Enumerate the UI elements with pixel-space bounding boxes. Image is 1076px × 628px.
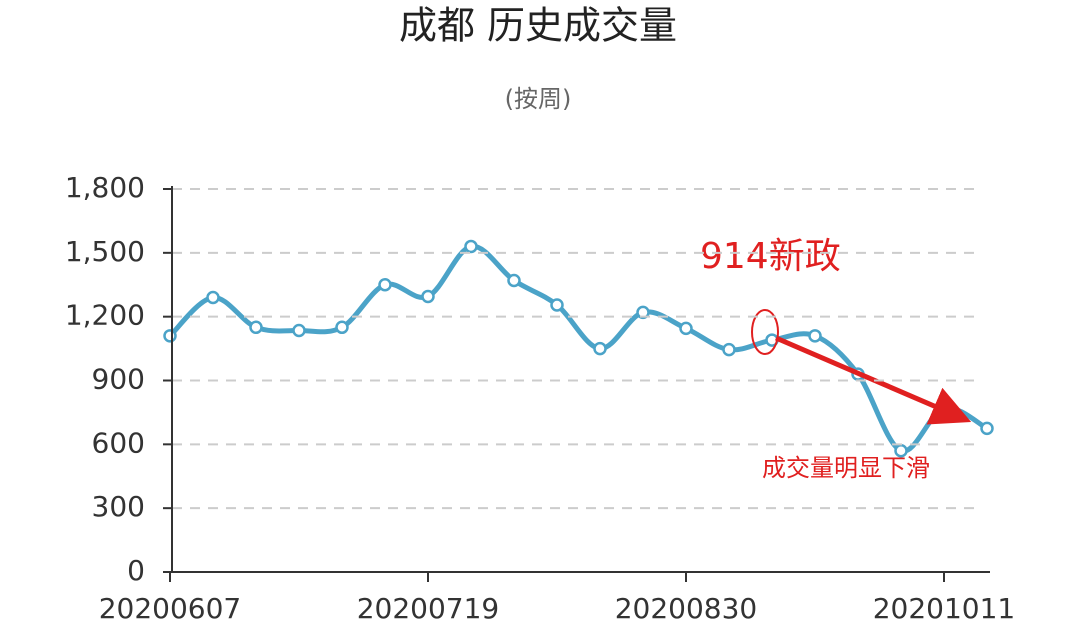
x-tick-label: 20200719 (357, 592, 500, 625)
data-point (421, 289, 435, 304)
y-tick-label: 1,200 (65, 299, 145, 332)
data-point (507, 273, 521, 288)
data-point (636, 305, 650, 320)
data-point (249, 320, 263, 335)
data-point (550, 298, 564, 312)
data-point (464, 239, 478, 254)
highlight-ellipse (751, 309, 779, 355)
y-tick-label: 1,800 (65, 171, 145, 204)
trend-arrow (775, 335, 972, 425)
data-point (292, 323, 306, 338)
chart-title: 成都 历史成交量 (399, 4, 677, 48)
x-tick-label: 20200830 (615, 592, 758, 625)
series-line (168, 243, 989, 454)
data-point (335, 320, 349, 335)
x-tick-label: 20201011 (873, 592, 1016, 625)
annotation: 成交量明显下滑 (762, 454, 930, 482)
data-point (206, 290, 220, 305)
data-point (679, 321, 693, 336)
y-tick-label: 300 (92, 490, 145, 523)
x-tick-label: 20200607 (99, 592, 242, 625)
data-point (808, 329, 822, 343)
data-point (163, 329, 177, 343)
data-point (980, 421, 994, 436)
y-tick-label: 900 (92, 363, 145, 396)
y-tick-label: 0 (127, 554, 145, 587)
data-point (894, 443, 908, 458)
data-point (593, 341, 607, 356)
y-tick-label: 1,500 (65, 235, 145, 268)
data-point (722, 342, 736, 357)
y-tick-label: 600 (92, 426, 145, 459)
data-point (378, 278, 392, 292)
annotation: 914新政 (700, 236, 841, 277)
chart-subtitle: (按周) (505, 85, 572, 113)
